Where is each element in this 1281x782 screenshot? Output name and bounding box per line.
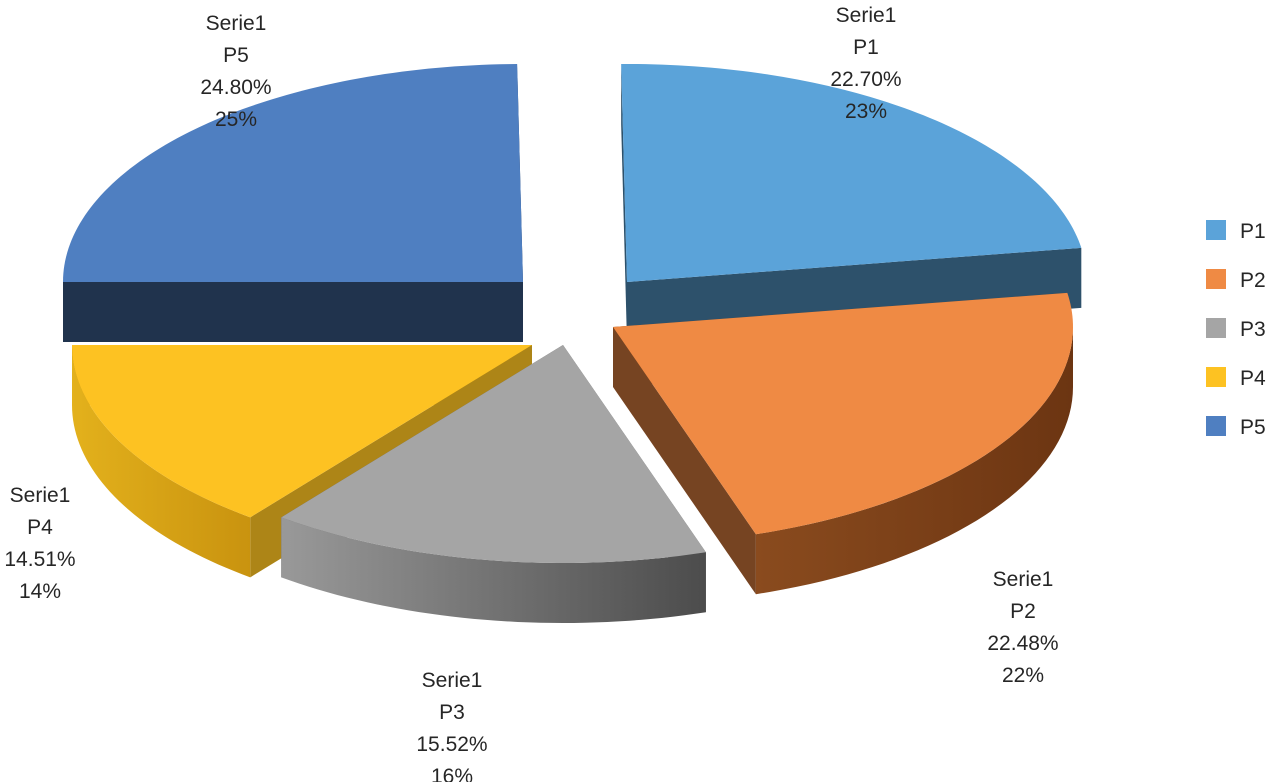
legend-label: P1 [1240, 220, 1266, 243]
legend-swatch [1206, 220, 1226, 240]
data-label-p5: Serie1 P5 24.80% 25% [200, 12, 271, 131]
legend: P1 P2 P3 P4 P5 [1206, 220, 1266, 439]
data-label-percent: 23% [845, 100, 887, 123]
data-label-category: P4 [27, 516, 53, 539]
legend-swatch [1206, 416, 1226, 436]
slice-top-face [621, 64, 1082, 282]
data-label-value: 22.70% [830, 68, 901, 91]
data-label-category: P3 [439, 701, 465, 724]
slice-side-face [63, 282, 523, 342]
data-label-percent: 22% [1002, 664, 1044, 687]
pie-slice-p5 [63, 64, 523, 342]
data-label-value: 24.80% [200, 76, 271, 99]
slice-side-face [613, 327, 756, 595]
data-label-percent: 25% [215, 108, 257, 131]
slice-top-face [281, 345, 706, 563]
pie-slices [63, 64, 1082, 623]
legend-item-p2: P2 [1206, 269, 1266, 292]
legend-swatch [1206, 318, 1226, 338]
data-label-series-name: Serie1 [993, 568, 1054, 591]
data-label-value: 15.52% [416, 733, 487, 756]
legend-item-p5: P5 [1206, 416, 1266, 439]
data-labels: Serie1 P1 22.70% 23%Serie1 P2 22.48% 22%Serie1… [4, 4, 1058, 782]
legend-item-p3: P3 [1206, 318, 1266, 341]
data-label-category: P2 [1010, 600, 1036, 623]
slice-top-face [72, 345, 532, 518]
data-label-percent: 14% [19, 580, 61, 603]
data-label-series-name: Serie1 [422, 669, 483, 692]
pie-slice-p3 [281, 345, 706, 623]
data-label-p4: Serie1 P4 14.51% 14% [4, 484, 75, 603]
data-label-value: 14.51% [4, 548, 75, 571]
legend-item-p4: P4 [1206, 367, 1266, 390]
data-label-p2: Serie1 P2 22.48% 22% [987, 568, 1058, 687]
data-label-series-name: Serie1 [10, 484, 71, 507]
slice-top-face [613, 292, 1073, 535]
pie-slice-p2 [613, 292, 1073, 595]
legend-label: P2 [1240, 269, 1266, 292]
data-label-category: P1 [853, 36, 879, 59]
data-label-percent: 16% [431, 765, 473, 782]
legend-swatch [1206, 269, 1226, 289]
data-label-category: P5 [223, 44, 249, 67]
data-label-series-name: Serie1 [206, 12, 267, 35]
data-label-value: 22.48% [987, 632, 1058, 655]
slice-outer-wall [281, 517, 706, 623]
legend-item-p1: P1 [1206, 220, 1266, 243]
legend-label: P4 [1240, 367, 1266, 390]
data-label-p1: Serie1 P1 22.70% 23% [830, 4, 901, 123]
legend-label: P5 [1240, 416, 1266, 439]
legend-label: P3 [1240, 318, 1266, 341]
slice-outer-wall [72, 345, 251, 578]
slice-top-face [63, 64, 523, 283]
slice-outer-wall [755, 327, 1073, 595]
legend-swatch [1206, 367, 1226, 387]
data-label-series-name: Serie1 [836, 4, 897, 27]
slice-side-face [621, 64, 627, 342]
data-label-p3: Serie1 P3 15.52% 16% [416, 669, 487, 782]
